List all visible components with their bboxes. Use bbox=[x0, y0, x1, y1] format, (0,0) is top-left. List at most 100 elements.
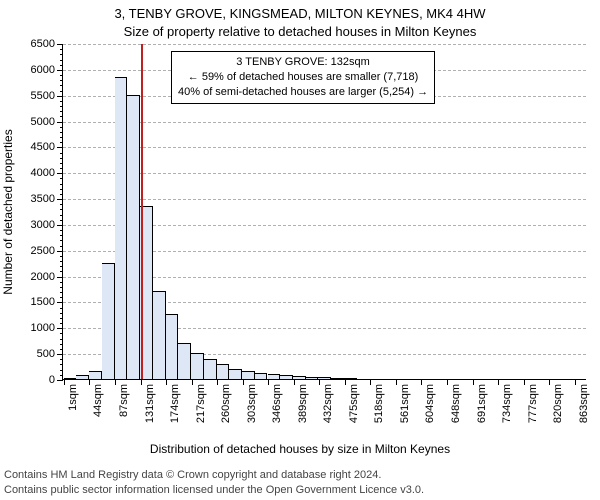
y-minor-tick bbox=[60, 266, 63, 267]
y-minor-tick bbox=[60, 313, 63, 314]
histogram-bar bbox=[153, 291, 166, 379]
plot-area: 3 TENBY GROVE: 132sqm← 59% of detached h… bbox=[62, 44, 586, 380]
callout-line3: 40% of semi-detached houses are larger (… bbox=[178, 85, 428, 100]
y-minor-tick bbox=[60, 220, 63, 221]
y-tick-label: 6000 bbox=[5, 64, 55, 76]
y-minor-tick bbox=[60, 194, 63, 195]
y-tick bbox=[57, 147, 63, 148]
y-minor-tick bbox=[60, 344, 63, 345]
x-tick bbox=[549, 379, 550, 385]
x-tick bbox=[217, 379, 218, 385]
y-minor-tick bbox=[60, 230, 63, 231]
y-minor-tick bbox=[60, 246, 63, 247]
y-tick-label: 0 bbox=[5, 374, 55, 386]
y-minor-tick bbox=[60, 271, 63, 272]
x-tick bbox=[141, 379, 142, 385]
y-tick bbox=[57, 225, 63, 226]
y-tick-label: 2000 bbox=[5, 271, 55, 283]
x-tick-label: 691sqm bbox=[476, 384, 488, 434]
x-tick-label: 174sqm bbox=[169, 384, 181, 434]
gridline bbox=[63, 147, 586, 148]
y-minor-tick bbox=[60, 364, 63, 365]
y-minor-tick bbox=[60, 189, 63, 190]
y-minor-tick bbox=[60, 158, 63, 159]
x-tick bbox=[89, 379, 90, 385]
y-minor-tick bbox=[60, 168, 63, 169]
x-tick bbox=[268, 379, 269, 385]
histogram-bar bbox=[115, 77, 128, 379]
histogram-bar bbox=[318, 377, 331, 379]
x-tick bbox=[498, 379, 499, 385]
y-minor-tick bbox=[60, 60, 63, 61]
x-tick bbox=[294, 379, 295, 385]
x-tick-label: 1sqm bbox=[67, 384, 79, 434]
y-tick bbox=[57, 354, 63, 355]
histogram-bar bbox=[344, 378, 357, 379]
histogram-bar bbox=[127, 95, 140, 379]
footer-line2: Contains public sector information licen… bbox=[4, 483, 424, 498]
y-minor-tick bbox=[60, 349, 63, 350]
callout-box: 3 TENBY GROVE: 132sqm← 59% of detached h… bbox=[171, 51, 435, 104]
x-tick bbox=[243, 379, 244, 385]
y-tick bbox=[57, 44, 63, 45]
y-minor-tick bbox=[60, 339, 63, 340]
y-minor-tick bbox=[60, 132, 63, 133]
histogram-bar bbox=[217, 364, 230, 379]
gridline bbox=[63, 122, 586, 123]
x-tick bbox=[575, 379, 576, 385]
x-tick-label: 432sqm bbox=[322, 384, 334, 434]
y-tick-label: 2500 bbox=[5, 245, 55, 257]
y-minor-tick bbox=[60, 127, 63, 128]
y-minor-tick bbox=[60, 91, 63, 92]
y-tick bbox=[57, 302, 63, 303]
histogram-bar bbox=[89, 371, 102, 379]
gridline bbox=[63, 173, 586, 174]
x-tick-label: 44sqm bbox=[92, 384, 104, 434]
histogram-bar bbox=[64, 378, 77, 379]
y-minor-tick bbox=[60, 370, 63, 371]
y-minor-tick bbox=[60, 153, 63, 154]
x-tick-label: 648sqm bbox=[450, 384, 462, 434]
y-minor-tick bbox=[60, 235, 63, 236]
y-minor-tick bbox=[60, 65, 63, 66]
x-tick-label: 604sqm bbox=[424, 384, 436, 434]
x-tick bbox=[396, 379, 397, 385]
y-minor-tick bbox=[60, 287, 63, 288]
y-tick-label: 3000 bbox=[5, 219, 55, 231]
y-minor-tick bbox=[60, 184, 63, 185]
y-minor-tick bbox=[60, 204, 63, 205]
y-minor-tick bbox=[60, 163, 63, 164]
x-tick bbox=[421, 379, 422, 385]
y-minor-tick bbox=[60, 308, 63, 309]
y-minor-tick bbox=[60, 142, 63, 143]
x-tick bbox=[115, 379, 116, 385]
histogram-bar bbox=[229, 369, 242, 379]
chart-title-line2: Size of property relative to detached ho… bbox=[0, 24, 600, 39]
histogram-bar bbox=[166, 314, 179, 379]
x-tick bbox=[319, 379, 320, 385]
gridline bbox=[63, 44, 586, 45]
y-tick-label: 4500 bbox=[5, 141, 55, 153]
x-tick bbox=[166, 379, 167, 385]
x-tick-label: 87sqm bbox=[118, 384, 130, 434]
x-tick-label: 131sqm bbox=[144, 384, 156, 434]
histogram-bar bbox=[268, 374, 281, 379]
x-tick bbox=[473, 379, 474, 385]
y-minor-tick bbox=[60, 209, 63, 210]
callout-line2: ← 59% of detached houses are smaller (7,… bbox=[178, 70, 428, 85]
y-tick bbox=[57, 251, 63, 252]
y-minor-tick bbox=[60, 215, 63, 216]
y-tick-label: 6500 bbox=[5, 38, 55, 50]
x-tick-label: 260sqm bbox=[220, 384, 232, 434]
x-tick-label: 734sqm bbox=[501, 384, 513, 434]
y-minor-tick bbox=[60, 375, 63, 376]
x-tick-label: 518sqm bbox=[373, 384, 385, 434]
y-tick-label: 500 bbox=[5, 348, 55, 360]
y-tick bbox=[57, 173, 63, 174]
x-tick-label: 561sqm bbox=[399, 384, 411, 434]
chart-container: 3, TENBY GROVE, KINGSMEAD, MILTON KEYNES… bbox=[0, 0, 600, 500]
y-tick bbox=[57, 277, 63, 278]
y-tick-label: 4000 bbox=[5, 167, 55, 179]
y-tick bbox=[57, 70, 63, 71]
histogram-bar bbox=[306, 377, 319, 379]
